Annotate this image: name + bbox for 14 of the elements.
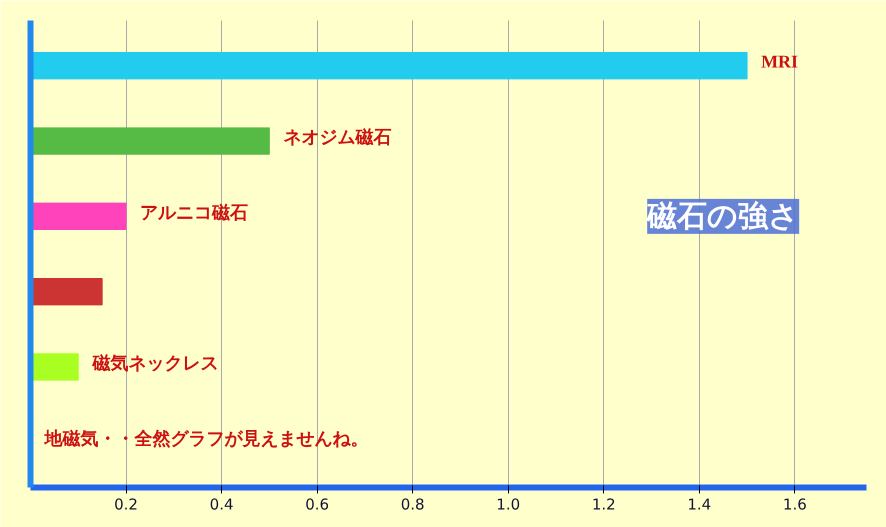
y-tick-label: ネオジム磁石 xyxy=(283,127,392,148)
x-tick-label: 0.2 xyxy=(114,496,138,514)
y-tick-label: アルニコ磁石 xyxy=(140,202,248,222)
x-tick-label: 0.4 xyxy=(210,496,234,514)
x-tick-label: 1.0 xyxy=(496,496,520,514)
x-tick-label: 0.8 xyxy=(400,496,425,514)
text: 磁石の強さ xyxy=(646,198,800,234)
x-tick-label: 1.6 xyxy=(782,496,807,514)
x-tick-label: 1.4 xyxy=(687,496,712,514)
y-tick-label: 地磁気・・全然グラフが見えませんね。 xyxy=(44,428,368,448)
y-tick-label: 磁気ネックレス xyxy=(91,352,218,373)
x-tick-label: 0.6 xyxy=(305,496,330,514)
x-tick-label: 1.2 xyxy=(592,496,616,514)
y-tick-label: MRI xyxy=(761,52,798,72)
